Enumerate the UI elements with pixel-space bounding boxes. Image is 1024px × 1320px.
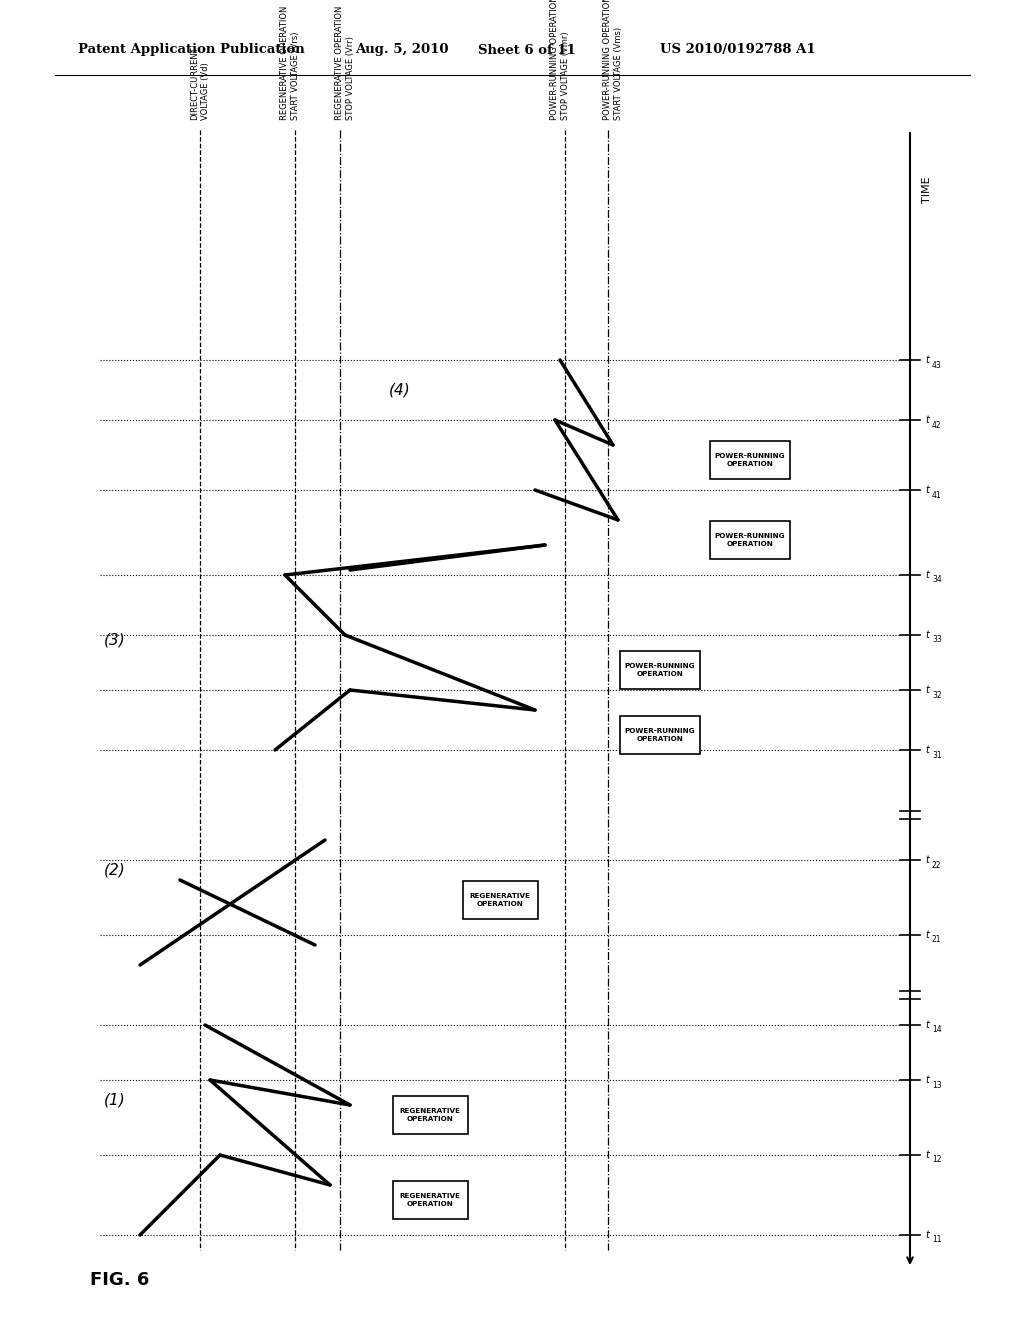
Text: 41: 41 xyxy=(932,491,942,499)
Text: t: t xyxy=(925,484,929,495)
Text: (4): (4) xyxy=(389,383,411,397)
Text: t: t xyxy=(925,570,929,579)
Text: 42: 42 xyxy=(932,421,942,429)
Text: US 2010/0192788 A1: US 2010/0192788 A1 xyxy=(660,44,816,57)
Text: t: t xyxy=(925,630,929,640)
Text: POWER-RUNNING
OPERATION: POWER-RUNNING OPERATION xyxy=(625,663,695,677)
Bar xyxy=(392,1096,468,1134)
Text: REGENERATIVE
OPERATION: REGENERATIVE OPERATION xyxy=(469,894,530,907)
Text: 33: 33 xyxy=(932,635,942,644)
Text: t: t xyxy=(925,1150,929,1160)
Text: REGENERATIVE OPERATION
STOP VOLTAGE (Vrr): REGENERATIVE OPERATION STOP VOLTAGE (Vrr… xyxy=(335,5,354,120)
Bar xyxy=(710,441,790,479)
Text: 12: 12 xyxy=(932,1155,941,1164)
Text: 11: 11 xyxy=(932,1236,941,1245)
Text: 34: 34 xyxy=(932,576,942,585)
Text: TIME: TIME xyxy=(922,177,932,203)
Text: 21: 21 xyxy=(932,936,941,945)
Text: t: t xyxy=(925,1074,929,1085)
Text: POWER-RUNNING
OPERATION: POWER-RUNNING OPERATION xyxy=(715,453,785,467)
Text: 43: 43 xyxy=(932,360,942,370)
Text: FIG. 6: FIG. 6 xyxy=(90,1271,150,1290)
Text: t: t xyxy=(925,1230,929,1239)
Text: t: t xyxy=(925,1020,929,1030)
Bar xyxy=(463,880,538,919)
Text: (3): (3) xyxy=(104,632,126,648)
Bar xyxy=(620,651,700,689)
Bar xyxy=(620,715,700,754)
Text: 31: 31 xyxy=(932,751,942,759)
Text: POWER-RUNNING OPERATION
START VOLTAGE (Vms): POWER-RUNNING OPERATION START VOLTAGE (V… xyxy=(603,0,623,120)
Text: POWER-RUNNING
OPERATION: POWER-RUNNING OPERATION xyxy=(715,533,785,546)
Text: REGENERATIVE
OPERATION: REGENERATIVE OPERATION xyxy=(399,1107,461,1122)
Text: 22: 22 xyxy=(932,861,941,870)
Text: t: t xyxy=(925,744,929,755)
Text: Sheet 6 of 11: Sheet 6 of 11 xyxy=(478,44,575,57)
Text: POWER-RUNNING OPERATION
STOP VOLTAGE (Vmr): POWER-RUNNING OPERATION STOP VOLTAGE (Vm… xyxy=(550,0,569,120)
Text: DIRECT-CURRENT
VOLTAGE (Vd): DIRECT-CURRENT VOLTAGE (Vd) xyxy=(190,46,210,120)
Text: REGENERATIVE OPERATION
START VOLTAGE (Vrs): REGENERATIVE OPERATION START VOLTAGE (Vr… xyxy=(281,5,300,120)
Text: t: t xyxy=(925,855,929,865)
Text: 14: 14 xyxy=(932,1026,942,1035)
Text: Patent Application Publication: Patent Application Publication xyxy=(78,44,305,57)
Text: t: t xyxy=(925,414,929,425)
Text: (2): (2) xyxy=(104,862,126,878)
Bar xyxy=(392,1181,468,1218)
Text: t: t xyxy=(925,355,929,366)
Text: (1): (1) xyxy=(104,1093,126,1107)
Text: 13: 13 xyxy=(932,1081,942,1089)
Text: t: t xyxy=(925,685,929,696)
Text: t: t xyxy=(925,931,929,940)
Text: POWER-RUNNING
OPERATION: POWER-RUNNING OPERATION xyxy=(625,729,695,742)
Text: REGENERATIVE
OPERATION: REGENERATIVE OPERATION xyxy=(399,1193,461,1206)
Bar xyxy=(710,521,790,558)
Text: 32: 32 xyxy=(932,690,942,700)
Text: Aug. 5, 2010: Aug. 5, 2010 xyxy=(355,44,449,57)
